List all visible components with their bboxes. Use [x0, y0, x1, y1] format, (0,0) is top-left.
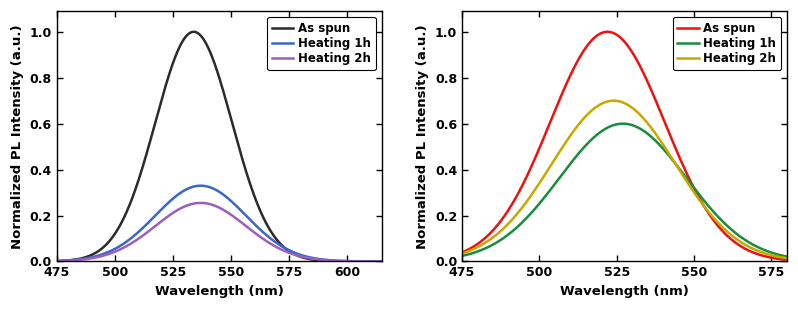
Heating 1h: [782, 255, 792, 258]
As spun: [494, 221, 504, 225]
As spun: [89, 252, 99, 256]
As spun: [377, 260, 386, 263]
Heating 2h: [582, 113, 591, 117]
Heating 1h: [191, 184, 200, 188]
Heating 1h: [618, 122, 628, 125]
Y-axis label: Normalized PL Intensity (a.u.): Normalized PL Intensity (a.u.): [417, 24, 429, 249]
Heating 2h: [52, 259, 61, 263]
As spun: [336, 260, 346, 263]
As spun: [514, 191, 523, 195]
As spun: [52, 259, 61, 263]
Heating 1h: [109, 248, 118, 252]
As spun: [191, 30, 200, 34]
Line: As spun: As spun: [462, 32, 787, 260]
As spun: [741, 247, 750, 251]
As spun: [370, 260, 380, 263]
Heating 1h: [196, 184, 205, 188]
Heating 1h: [336, 259, 346, 263]
Line: Heating 1h: Heating 1h: [57, 186, 381, 261]
As spun: [602, 30, 612, 34]
Heating 2h: [89, 256, 99, 260]
Heating 2h: [741, 243, 750, 247]
Legend: As spun, Heating 1h, Heating 2h: As spun, Heating 1h, Heating 2h: [673, 17, 781, 70]
Heating 2h: [377, 260, 386, 263]
Heating 1h: [514, 224, 523, 228]
Heating 2h: [494, 231, 504, 234]
Heating 1h: [52, 259, 61, 263]
Heating 2h: [782, 256, 792, 260]
Heating 1h: [377, 260, 386, 263]
Heating 2h: [596, 102, 606, 106]
Heating 2h: [370, 260, 380, 263]
Heating 1h: [596, 130, 606, 134]
Heating 1h: [741, 239, 750, 242]
As spun: [176, 41, 186, 45]
As spun: [189, 30, 199, 34]
As spun: [782, 258, 792, 262]
Heating 1h: [457, 254, 467, 258]
As spun: [776, 257, 785, 261]
As spun: [457, 251, 467, 254]
Heating 2h: [109, 251, 118, 254]
Heating 1h: [89, 255, 99, 259]
Heating 2h: [457, 252, 467, 255]
Heating 2h: [336, 259, 346, 263]
As spun: [582, 45, 591, 49]
Legend: As spun, Heating 1h, Heating 2h: As spun, Heating 1h, Heating 2h: [267, 17, 376, 70]
Heating 1h: [776, 253, 785, 257]
Line: As spun: As spun: [57, 32, 381, 261]
As spun: [596, 32, 606, 35]
Heating 1h: [370, 260, 380, 263]
Heating 1h: [176, 190, 186, 194]
Heating 2h: [776, 256, 785, 259]
Heating 2h: [191, 201, 200, 205]
Line: Heating 1h: Heating 1h: [462, 124, 787, 256]
Heating 2h: [176, 206, 186, 210]
Heating 1h: [582, 143, 591, 146]
As spun: [109, 235, 118, 238]
Line: Heating 2h: Heating 2h: [462, 101, 787, 258]
X-axis label: Wavelength (nm): Wavelength (nm): [155, 285, 283, 298]
Heating 1h: [494, 239, 504, 243]
Heating 2h: [514, 210, 523, 214]
Line: Heating 2h: Heating 2h: [57, 203, 381, 261]
Heating 2h: [609, 99, 618, 103]
Heating 2h: [196, 201, 205, 205]
Y-axis label: Normalized PL Intensity (a.u.): Normalized PL Intensity (a.u.): [11, 24, 24, 249]
X-axis label: Wavelength (nm): Wavelength (nm): [560, 285, 689, 298]
